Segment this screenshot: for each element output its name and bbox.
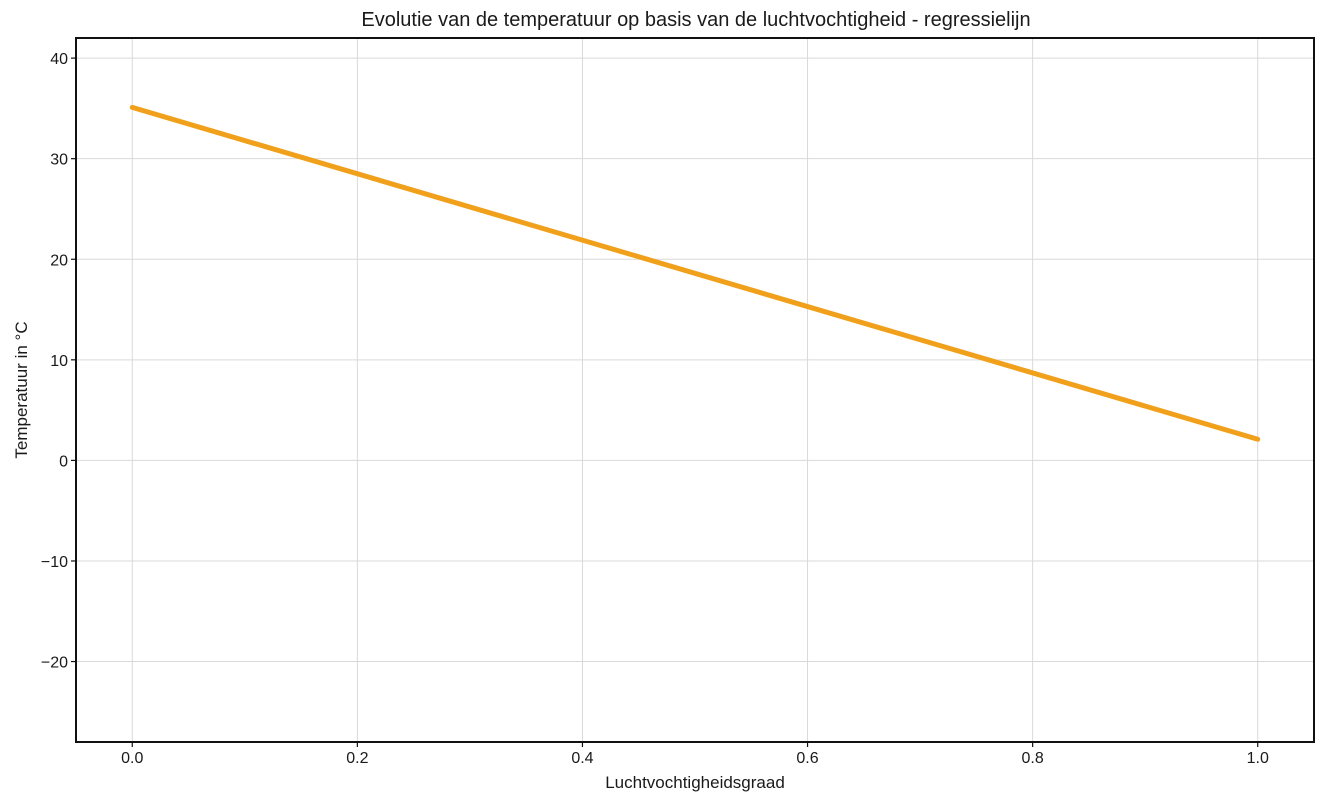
y-tick-label: −10 (41, 554, 68, 571)
series-layer (129, 104, 1261, 442)
x-tick-label: 0.4 (571, 750, 593, 767)
x-tick-label: 0.6 (796, 750, 818, 767)
y-tick-label: −20 (41, 655, 68, 672)
x-tick-label: 1.0 (1247, 750, 1269, 767)
x-axis-label: Luchtvochtigheidsgraad (605, 773, 785, 792)
y-tick-label: 30 (50, 152, 68, 169)
chart-title: Evolutie van de temperatuur op basis van… (361, 9, 1030, 31)
plot-frame (75, 37, 1315, 743)
y-tick-label: 20 (50, 252, 68, 269)
grid (76, 38, 1314, 742)
x-tick-label: 0.8 (1022, 750, 1044, 767)
regression-line (129, 104, 1261, 442)
x-tick-label: 0.0 (121, 750, 143, 767)
y-tick-label: 10 (50, 353, 68, 370)
ticks: 0.0 0.2 0.4 0.6 0.8 1.0 −20 −10 0 10 20 30 40 (41, 51, 1269, 767)
y-tick-label: 40 (50, 51, 68, 68)
y-tick-label: 0 (59, 453, 68, 470)
y-axis-label: Temperatuur in °C (12, 321, 31, 458)
x-tick-label: 0.2 (346, 750, 368, 767)
